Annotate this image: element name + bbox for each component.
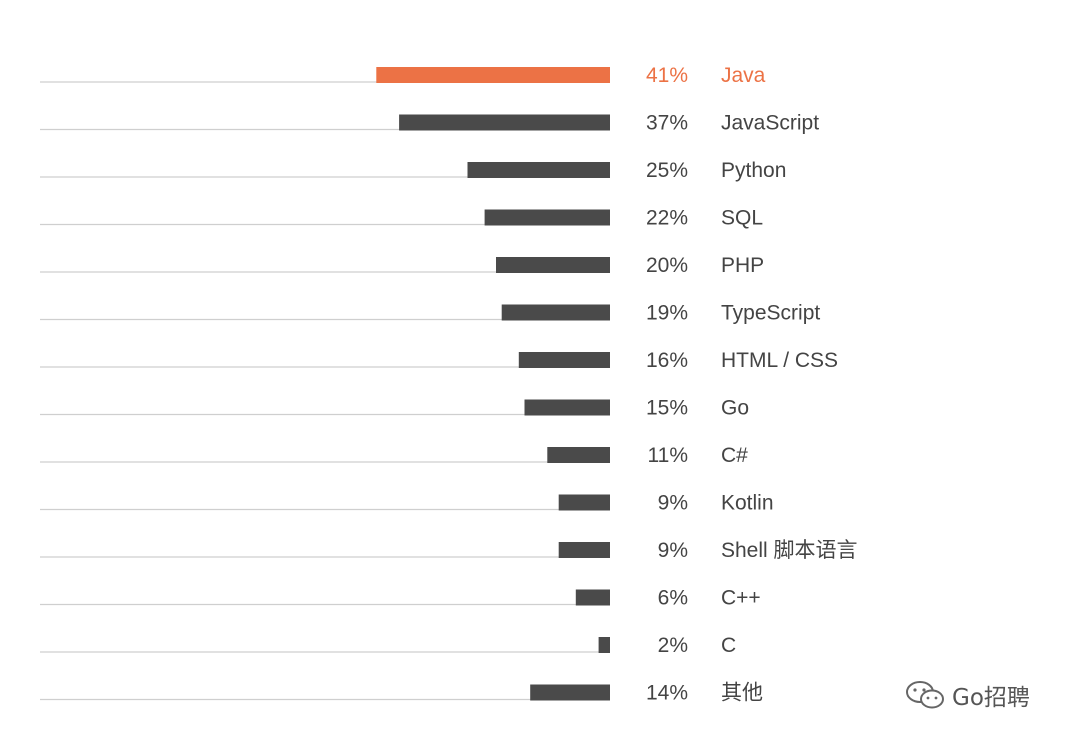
bar-row: 19% TypeScript xyxy=(40,302,820,325)
category-label: PHP xyxy=(721,254,764,277)
value-label: 2% xyxy=(658,634,688,657)
bar-row: 9% Shell 脚本语言 xyxy=(40,539,858,562)
bar-row: 16% HTML / CSS xyxy=(40,349,838,372)
value-label: 11% xyxy=(648,444,688,467)
wechat-icon xyxy=(906,681,944,709)
bar-row: 14% 其他 xyxy=(40,682,763,705)
value-label: 14% xyxy=(646,682,688,705)
category-label: TypeScript xyxy=(721,302,820,325)
value-label: 22% xyxy=(646,207,688,230)
category-label: JavaScript xyxy=(721,112,819,135)
value-label: 16% xyxy=(646,349,688,372)
bar-row: 25% Python xyxy=(40,159,786,182)
category-label: C# xyxy=(721,444,748,467)
bar xyxy=(484,209,610,226)
value-label: 19% xyxy=(646,302,688,325)
category-label: 其他 xyxy=(721,682,763,705)
watermark: Go招聘 xyxy=(904,678,1030,712)
bar-row: 9% Kotlin xyxy=(40,492,774,515)
category-label: C++ xyxy=(721,587,761,610)
value-label: 20% xyxy=(646,254,688,277)
bar xyxy=(399,114,610,131)
value-label: 6% xyxy=(658,587,688,610)
category-label: Python xyxy=(721,159,786,182)
value-label: 9% xyxy=(658,539,688,562)
watermark-text: Go招聘 xyxy=(952,685,1030,711)
bar-row: 15% Go xyxy=(40,397,749,420)
value-label: 15% xyxy=(646,397,688,420)
bar xyxy=(575,589,610,606)
category-label: C xyxy=(721,634,736,657)
value-label: 41% xyxy=(646,64,688,87)
bar xyxy=(524,399,610,416)
bar-row: 37% JavaScript xyxy=(40,112,819,135)
value-label: 25% xyxy=(646,159,688,182)
bar xyxy=(558,494,610,511)
category-label: HTML / CSS xyxy=(721,349,838,372)
bar xyxy=(496,257,610,273)
bar xyxy=(530,684,610,701)
category-label: Go xyxy=(721,397,749,420)
bar-row: 20% PHP xyxy=(40,254,764,277)
category-label: Kotlin xyxy=(721,492,774,515)
bar xyxy=(547,447,610,463)
category-label: SQL xyxy=(721,207,763,230)
bar-row: 41% Java xyxy=(40,64,766,87)
category-label: Java xyxy=(721,64,766,87)
value-label: 37% xyxy=(646,112,688,135)
bar xyxy=(376,67,610,83)
value-label: 9% xyxy=(658,492,688,515)
bar-row: 22% SQL xyxy=(40,207,763,230)
bar xyxy=(558,542,610,558)
bar-row: 2% C xyxy=(40,634,736,657)
category-label: Shell 脚本语言 xyxy=(721,539,858,562)
bar xyxy=(501,304,610,321)
bar xyxy=(518,352,610,368)
bar-row: 11% C# xyxy=(40,444,748,467)
bar-row: 6% C++ xyxy=(40,587,761,610)
bar xyxy=(598,637,610,653)
bar xyxy=(467,162,610,178)
